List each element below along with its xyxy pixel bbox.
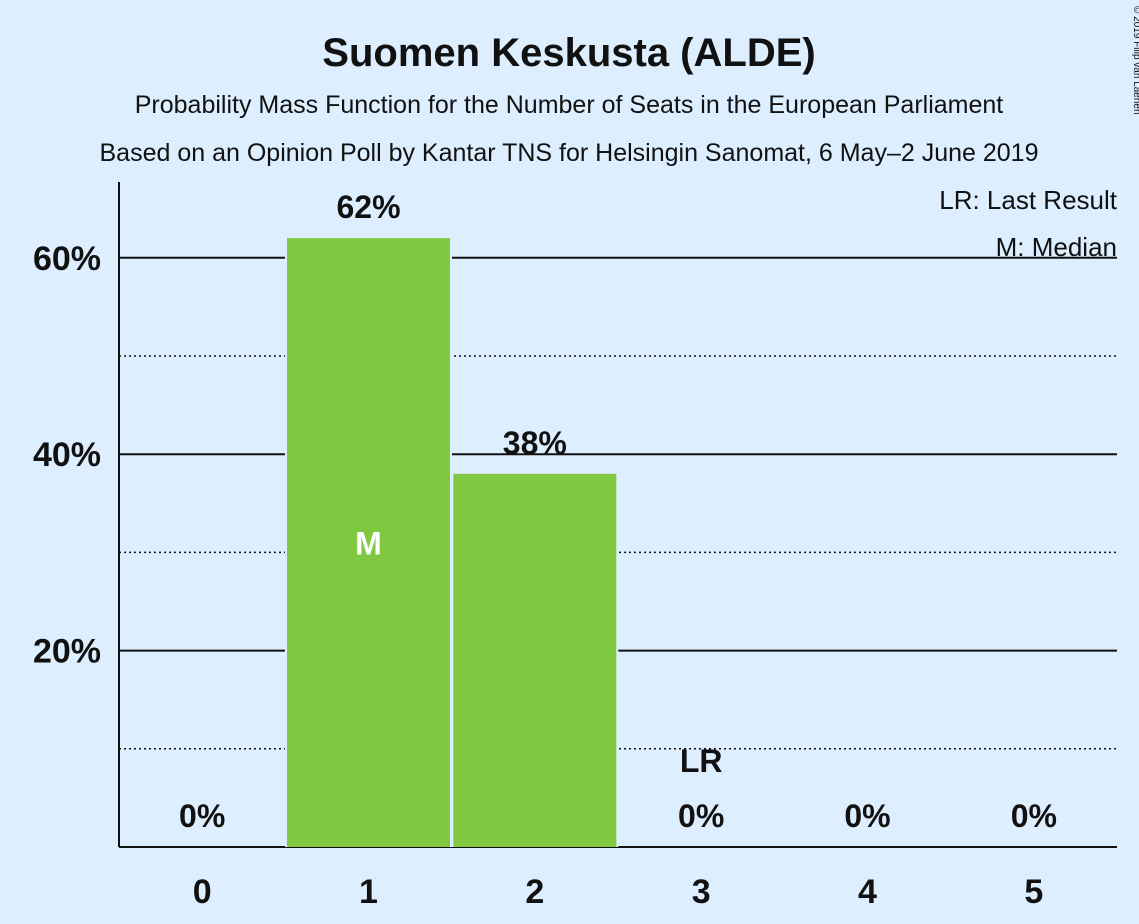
x-tick-label: 3 (692, 873, 711, 911)
y-tick-label: 40% (33, 436, 101, 474)
x-tick-label: 2 (525, 873, 544, 911)
x-tick-label: 4 (858, 873, 877, 911)
bar-value-label: 62% (336, 189, 400, 225)
bar-value-label: 0% (1011, 798, 1057, 834)
bar (287, 238, 450, 847)
bar-value-label: 0% (179, 798, 225, 834)
median-marker: M (355, 526, 382, 562)
bars (285, 236, 619, 847)
last-result-marker: LR (680, 743, 723, 779)
copyright-text: © 2019 Filip van Laenen (1131, 6, 1139, 115)
bar-value-label: 0% (678, 798, 724, 834)
x-tick-label: 5 (1024, 873, 1043, 911)
chart-subtitle-2: Based on an Opinion Poll by Kantar TNS f… (100, 139, 1039, 167)
y-tick-label: 20% (33, 633, 101, 671)
chart-subtitle: Probability Mass Function for the Number… (135, 91, 1004, 119)
legend-median: M: Median (996, 232, 1117, 262)
bar (453, 473, 617, 847)
bar-value-label: 0% (844, 798, 890, 834)
y-tick-label: 60% (33, 240, 101, 278)
x-tick-label: 0 (193, 873, 212, 911)
bar-value-label: 38% (503, 425, 567, 461)
chart-title: Suomen Keskusta (ALDE) (322, 31, 815, 75)
legend-last-result: LR: Last Result (939, 185, 1118, 215)
x-tick-label: 1 (359, 873, 378, 911)
